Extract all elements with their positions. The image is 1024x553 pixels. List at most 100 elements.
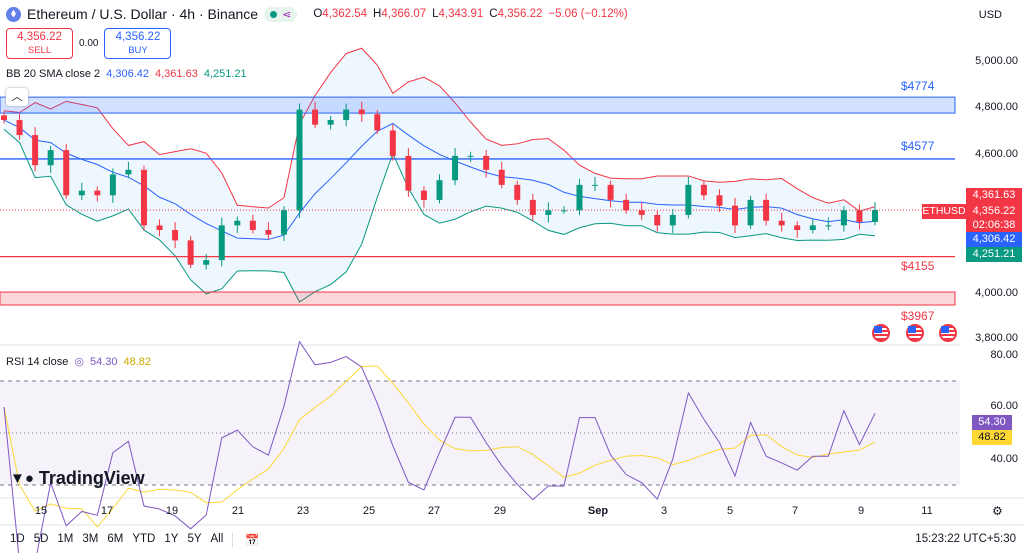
symbol-header: Ethereum / U.S. Dollar · 4h · Binance ⋖ … <box>6 6 628 22</box>
date-tick: 29 <box>493 505 507 517</box>
bb-lower-line <box>3 128 876 303</box>
candle-body <box>669 214 676 226</box>
candle-body <box>794 225 801 230</box>
open-label: O <box>313 8 323 20</box>
candle-body <box>809 225 816 230</box>
candle-body <box>296 109 303 211</box>
range-1m[interactable]: 1M <box>57 533 74 545</box>
share-icon: ⋖ <box>282 8 292 21</box>
candle-body <box>63 150 70 196</box>
range-6m[interactable]: 6M <box>107 533 124 545</box>
candle-body <box>638 210 645 215</box>
low-label: L <box>432 8 439 20</box>
tradingview-logo[interactable]: ▼● TradingView <box>10 468 145 489</box>
us-economic-event-icon[interactable] <box>906 324 924 342</box>
date-tick: 15 <box>34 505 48 517</box>
candle-body <box>156 225 163 230</box>
price-tick: 4,800.00 <box>975 101 1018 113</box>
candle-body <box>732 205 739 226</box>
bb-legend[interactable]: BB 20 SMA close 2 4,306.42 4,361.63 4,25… <box>6 68 247 80</box>
rsi-loading-icon: ◎ <box>74 356 84 368</box>
date-tick: 3 <box>660 505 668 517</box>
us-economic-event-icon[interactable] <box>939 324 957 342</box>
candle-body <box>374 114 381 131</box>
close-value: 4,356.22 <box>497 8 543 20</box>
trade-panel: 4,356.22 SELL 0.00 4,356.22 BUY <box>6 28 172 59</box>
bb-upper-value: 4,361.63 <box>155 68 198 80</box>
range-all[interactable]: All <box>210 533 224 545</box>
candle-body <box>234 220 241 226</box>
date-tick: 27 <box>427 505 441 517</box>
candle-body <box>452 155 459 181</box>
collapse-legend-button[interactable]: ︿ <box>6 88 28 106</box>
candle-body <box>716 195 723 206</box>
candle-body <box>576 184 583 211</box>
high-value: 4,366.07 <box>381 8 427 20</box>
rsi-legend[interactable]: RSI 14 close ◎ 54.30 48.82 <box>6 355 152 369</box>
buy-button[interactable]: 4,356.22 BUY <box>104 28 172 59</box>
range-ytd[interactable]: YTD <box>132 533 156 545</box>
rsi-tick: 60.00 <box>990 400 1018 412</box>
candle-body <box>654 214 661 226</box>
candle-body <box>172 229 179 241</box>
close-label: C <box>489 8 498 20</box>
price-tick: 3,800.00 <box>975 332 1018 344</box>
date-tick: 25 <box>362 505 376 517</box>
clock[interactable]: 15:23:22 UTC+5:30 <box>915 533 1016 545</box>
date-tick: 11 <box>921 505 933 517</box>
candle-body <box>420 190 427 200</box>
ohlc-values: O4,362.54 H4,366.07 L4,343.91 C4,356.22 … <box>313 8 627 20</box>
rsi-ma-tag: 48.82 <box>972 430 1012 445</box>
candle-body <box>498 169 505 185</box>
candle-body <box>187 240 194 265</box>
sell-label: SELL <box>27 45 52 56</box>
zone-rect <box>0 291 956 306</box>
settings-icon[interactable]: ⚙ <box>992 504 1003 518</box>
range-1d[interactable]: 1D <box>10 533 25 545</box>
candle-body <box>47 150 54 166</box>
candle-body <box>265 229 272 235</box>
candle-body <box>436 180 443 200</box>
candle-body <box>249 220 256 230</box>
candle-body <box>327 120 334 125</box>
candle-body <box>1 115 7 121</box>
range-5d[interactable]: 5D <box>33 533 49 545</box>
candle-body <box>109 174 116 196</box>
level-label-3967: $3967 <box>901 309 935 323</box>
us-economic-event-icon[interactable] <box>872 324 890 342</box>
candle-body <box>529 199 536 215</box>
sell-button[interactable]: 4,356.22 SELL <box>6 28 73 59</box>
rsi-value: 54.30 <box>89 355 118 368</box>
low-value: 4,343.91 <box>438 8 484 20</box>
currency-selector[interactable]: USD <box>978 9 1002 21</box>
rsi-ma-value: 48.82 <box>123 355 152 368</box>
go-to-date-icon[interactable]: 📅 <box>232 533 260 547</box>
range-5y[interactable]: 5Y <box>187 533 202 545</box>
range-3m[interactable]: 3M <box>82 533 99 545</box>
date-tick: 17 <box>100 505 114 517</box>
level-label-4774: $4774 <box>901 79 935 93</box>
candle-body <box>467 155 474 157</box>
candle-body <box>700 184 707 196</box>
candle-body <box>592 184 599 186</box>
candle-body <box>483 155 490 170</box>
candle-body <box>16 120 23 136</box>
bb-lower-value: 4,251.21 <box>203 68 247 80</box>
candle-body <box>545 210 552 215</box>
symbol-tag: ETHUSD <box>922 204 966 219</box>
candle-body <box>747 199 754 226</box>
range-bar: 1D 5D 1M 3M 6M YTD 1Y 5Y All 📅 <box>10 533 260 547</box>
range-1y[interactable]: 1Y <box>164 533 179 545</box>
spread: 0.00 <box>79 38 99 49</box>
bb-upper-line <box>3 47 876 212</box>
rsi-tick: 40.00 <box>990 453 1018 465</box>
candle-body <box>778 220 785 226</box>
buy-price: 4,356.22 <box>115 31 161 43</box>
symbol-title[interactable]: Ethereum / U.S. Dollar · 4h · Binance <box>27 6 259 22</box>
price-tick: 4,000.00 <box>975 287 1018 299</box>
market-status-pill[interactable]: ⋖ <box>264 6 298 22</box>
bb-label: BB 20 SMA close 2 <box>6 68 101 80</box>
candle-body <box>218 225 225 261</box>
candle-body <box>343 109 350 121</box>
